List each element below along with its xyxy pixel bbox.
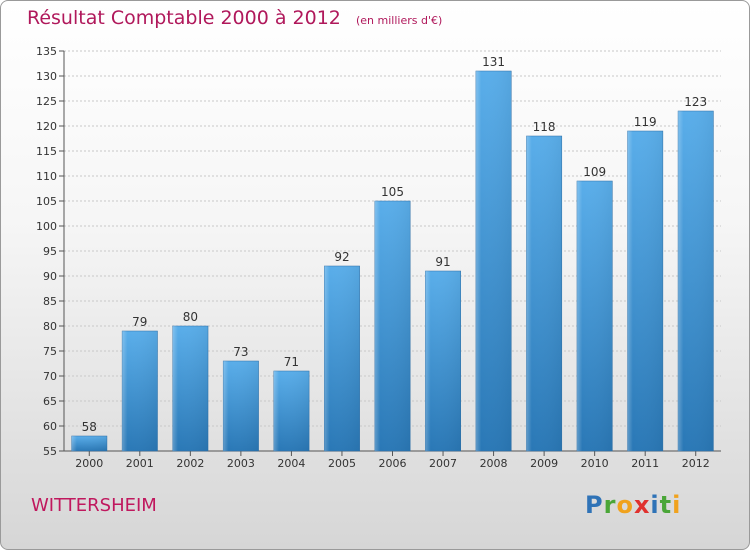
bar-highlight [273,371,310,451]
x-tick-label: 2006 [379,457,407,470]
data-label: 91 [435,255,450,269]
data-label: 79 [132,315,147,329]
bar-highlight [576,181,613,451]
y-tick-label: 55 [43,445,57,458]
x-tick-label: 2008 [480,457,508,470]
bar-highlight [324,266,360,451]
bar-highlight [122,331,158,451]
x-tick-label: 2011 [631,457,659,470]
x-tick-label: 2003 [227,457,255,470]
y-tick-label: 110 [36,170,57,183]
bar-highlight [223,361,259,451]
y-tick-label: 100 [36,220,57,233]
data-label: 71 [284,355,299,369]
bar-highlight [526,136,562,451]
y-tick-label: 85 [43,295,57,308]
chart-title: Résultat Comptable 2000 à 2012 (en milli… [27,7,442,29]
x-tick-label: 2000 [75,457,103,470]
data-label: 119 [634,115,657,129]
chart-title-text: Résultat Comptable 2000 à 2012 [27,7,341,29]
logo-letter: t [659,491,673,519]
x-tick-label: 2002 [176,457,204,470]
x-tick-label: 2007 [429,457,457,470]
x-tick-label: 2005 [328,457,356,470]
logo-letter: x [633,491,651,519]
y-tick-label: 125 [36,95,57,108]
logo-letter: r [603,491,617,519]
logo-letter: P [585,491,604,519]
y-tick-label: 115 [36,145,57,158]
y-tick-label: 90 [43,270,57,283]
x-tick-label: 2010 [581,457,609,470]
x-tick-label: 2001 [126,457,154,470]
y-tick-label: 95 [43,245,57,258]
chart-unit: (en milliers d'€) [355,14,443,27]
data-label: 105 [381,185,404,199]
bar-highlight [425,271,461,451]
y-tick-label: 105 [36,195,57,208]
bar-highlight [627,131,663,451]
x-tick-label: 2009 [530,457,558,470]
data-label: 73 [233,345,248,359]
logo-letter: i [650,491,660,519]
commune-name: WITTERSHEIM [31,495,157,516]
y-tick-label: 80 [43,320,57,333]
bar-highlight [678,111,714,451]
logo-letter: i [672,491,682,519]
y-tick-label: 135 [36,45,57,58]
y-tick-label: 65 [43,395,57,408]
x-tick-label: 2012 [682,457,710,470]
bar-highlight [172,326,209,451]
data-label: 131 [482,55,505,69]
bar-highlight [374,201,411,451]
y-tick-label: 130 [36,70,57,83]
data-label: 58 [82,420,97,434]
y-tick-label: 70 [43,370,57,383]
data-label: 123 [684,95,707,109]
bar-highlight [475,71,512,451]
y-tick-label: 120 [36,120,57,133]
data-label: 118 [533,120,556,134]
data-label: 80 [183,310,198,324]
bar-highlight [71,436,107,451]
logo-letter: o [616,491,634,519]
data-label: 109 [583,165,606,179]
x-tick-label: 2004 [277,457,305,470]
data-label: 92 [334,250,349,264]
proxiti-logo: Proxiti [585,491,681,519]
y-tick-label: 75 [43,345,57,358]
y-tick-label: 60 [43,420,57,433]
